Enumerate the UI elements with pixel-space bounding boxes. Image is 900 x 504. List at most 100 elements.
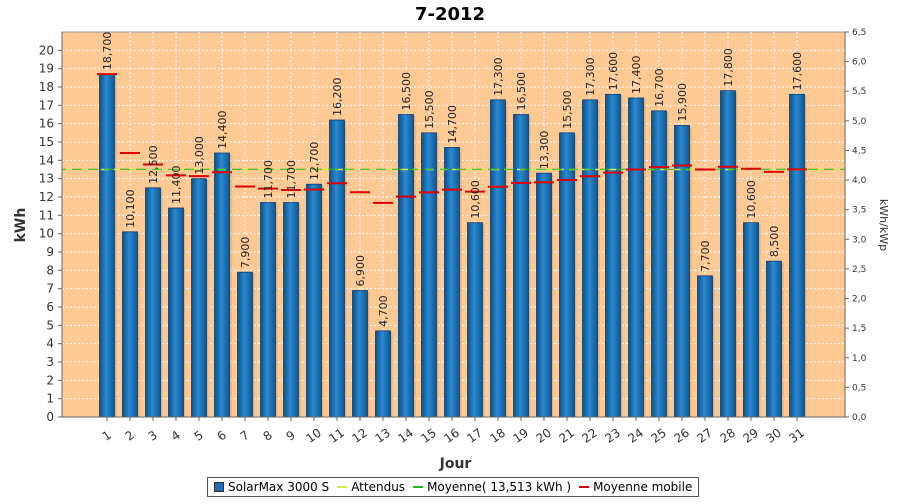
bar: [191, 178, 207, 418]
bar: [421, 132, 437, 418]
bar: [789, 93, 805, 418]
data-label: 10,600: [745, 180, 758, 219]
y-tick-label: 20: [39, 43, 54, 57]
data-label: 14,400: [216, 111, 229, 150]
bar: [444, 147, 460, 418]
bar: [237, 271, 253, 418]
y-tick-label: 2: [46, 373, 54, 387]
y2-tick-label: 1,0: [852, 354, 867, 364]
data-label: 15,500: [561, 90, 574, 129]
data-label: 11,700: [285, 160, 298, 199]
bar: [467, 222, 483, 418]
x-tick-label: 9: [284, 428, 298, 444]
legend-swatch-bars: [214, 482, 224, 492]
x-tick-label: 22: [579, 426, 600, 446]
y2-tick-label: 6,0: [852, 58, 867, 68]
data-label: 16,700: [653, 68, 666, 107]
y2-tick-label: 0,0: [852, 413, 867, 423]
bar: [329, 119, 345, 418]
legend-item-bars: SolarMax 3000 S: [214, 480, 329, 494]
data-label: 4,700: [377, 295, 390, 327]
legend-swatch-average: [413, 486, 424, 488]
x-tick-label: 18: [487, 426, 508, 446]
data-label: 10,600: [469, 180, 482, 219]
x-tick-label: 21: [556, 426, 577, 446]
y2-tick-label: 4,5: [852, 146, 866, 156]
bar: [260, 202, 276, 418]
x-tick-label: 23: [602, 426, 623, 446]
x-tick-label: 31: [786, 426, 807, 446]
legend-item-average: Moyenne( 13,513 kWh ): [413, 480, 571, 494]
data-label: 10,100: [124, 189, 137, 228]
y2-tick-label: 2,5: [852, 265, 866, 275]
data-label: 14,700: [446, 105, 459, 144]
x-tick-label: 25: [648, 426, 669, 446]
y-tick-label: 0: [46, 410, 54, 424]
x-tick-label: 28: [717, 426, 738, 446]
data-label: 17,300: [584, 57, 597, 96]
bar: [375, 330, 391, 418]
y2-tick-label: 4,0: [852, 176, 867, 186]
y2-axis-label: kWh/kWp: [877, 199, 890, 251]
y2-tick-label: 5,5: [852, 87, 866, 97]
bar: [697, 275, 713, 418]
x-tick-label: 24: [625, 426, 646, 446]
data-label: 15,500: [423, 90, 436, 129]
y-tick-label: 14: [39, 153, 54, 167]
data-label: 18,700: [101, 32, 114, 71]
y-tick-label: 17: [39, 98, 54, 112]
chart-legend: SolarMax 3000 S Attendus Moyenne( 13,513…: [207, 477, 700, 497]
legend-label-moving-average: Moyenne mobile: [593, 480, 693, 494]
y-tick-label: 12: [39, 190, 54, 204]
data-label: 16,500: [400, 72, 413, 111]
data-label: 6,900: [354, 255, 367, 287]
x-tick-label: 20: [533, 426, 554, 446]
x-tick-label: 5: [192, 428, 206, 444]
y-tick-label: 9: [46, 245, 54, 259]
bar: [306, 183, 322, 418]
data-label: 12,700: [308, 142, 321, 181]
y-tick-label: 3: [46, 355, 54, 369]
y2-tick-label: 0,5: [852, 383, 866, 393]
data-label: 8,500: [768, 226, 781, 258]
x-tick-label: 16: [441, 426, 462, 446]
x-tick-label: 4: [169, 428, 183, 444]
x-tick-label: 26: [671, 426, 692, 446]
y-tick-label: 6: [46, 300, 54, 314]
legend-item-moving-average: Moyenne mobile: [579, 480, 692, 494]
data-label: 17,600: [607, 52, 620, 91]
bar: [743, 222, 759, 418]
y-tick-label: 18: [39, 80, 54, 94]
bar: [145, 187, 161, 418]
y2-tick-label: 2,0: [852, 295, 867, 305]
y-axis-label: kWh: [13, 208, 29, 243]
data-label: 7,900: [239, 237, 252, 269]
bar: [168, 207, 184, 418]
bar: [513, 114, 529, 418]
y-tick-label: 11: [39, 208, 54, 222]
y-tick-label: 1: [46, 392, 54, 406]
data-label: 12,500: [147, 145, 160, 184]
x-tick-label: 3: [146, 428, 160, 444]
bar: [720, 90, 736, 418]
data-label: 17,600: [791, 52, 804, 91]
data-label: 11,700: [262, 160, 275, 199]
y-tick-label: 7: [46, 282, 54, 296]
bar: [283, 202, 299, 418]
y2-tick-label: 5,0: [852, 117, 867, 127]
x-tick-label: 15: [418, 426, 439, 446]
x-tick-label: 27: [694, 426, 715, 446]
x-tick-label: 6: [215, 428, 229, 444]
bar: [398, 114, 414, 418]
y-tick-label: 16: [39, 117, 54, 131]
x-tick-label: 12: [349, 426, 370, 446]
data-label: 17,800: [722, 48, 735, 87]
chart-title: 7-2012: [415, 4, 485, 25]
legend-swatch-moving-average: [579, 486, 590, 488]
x-tick-label: 10: [303, 426, 324, 446]
data-label: 13,000: [193, 136, 206, 175]
x-tick-label: 11: [326, 426, 347, 446]
y-tick-label: 4: [46, 337, 54, 351]
x-tick-label: 8: [261, 428, 275, 444]
